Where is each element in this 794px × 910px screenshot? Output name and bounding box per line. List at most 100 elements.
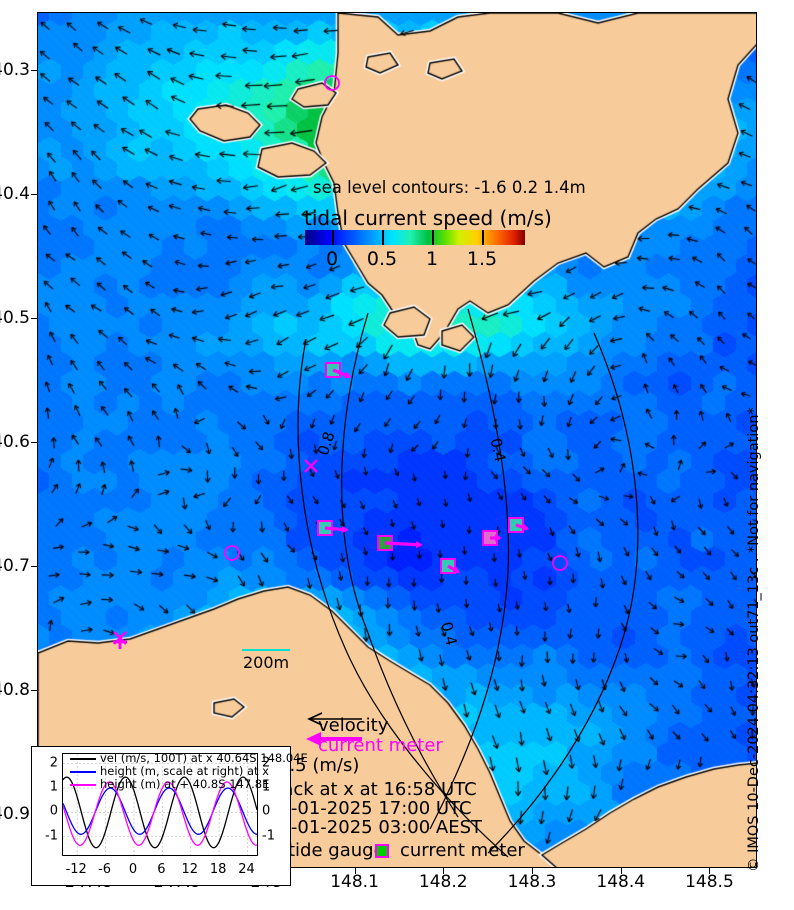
tide-timeseries-inset[interactable]: -1 -1 0 0 1 1 2 2 -12 -6 0 6 12 18 24 vel (m/s, 100T) … xyxy=(31,746,308,886)
current-meter-marker[interactable] xyxy=(317,520,349,536)
sea-level-contour-line xyxy=(297,338,509,858)
inset-series-line xyxy=(63,776,257,849)
inset-y-tick-label-right: 0 xyxy=(262,803,271,819)
current-meter-arrowhead xyxy=(521,523,530,531)
x-axis-tick-mark xyxy=(354,868,356,874)
y-axis-tick-mark xyxy=(31,69,37,71)
y-axis-tick-label: -40.9 xyxy=(0,804,30,825)
current-meter-vector-arrow xyxy=(384,541,422,547)
key-velocity-label: velocity xyxy=(318,715,389,736)
sea-level-contours-label: sea level contours: -1.6 0.2 1.4m xyxy=(313,178,586,197)
x-axis-tick-mark xyxy=(709,868,711,874)
current-meter-legend-label: current meter xyxy=(400,840,525,861)
x-axis-tick-label: 148.2 xyxy=(418,872,468,892)
x-axis-tick-mark xyxy=(443,868,445,874)
contour-value-label-group: 0.4 xyxy=(487,436,510,463)
y-axis-tick-label: -40.6 xyxy=(0,431,30,452)
inset-series-line xyxy=(63,781,257,846)
colorbar-tick-label: 0.5 xyxy=(366,248,398,270)
key-speed-scale-label: 1.5 (m/s) xyxy=(278,755,360,776)
inset-y-tick-label-left: 0 xyxy=(49,803,58,819)
x-axis-tick-label: 148.5 xyxy=(685,872,734,892)
reference-plus-marker xyxy=(113,635,127,649)
x-axis-tick-mark xyxy=(532,868,533,874)
colorbar-tick-label: 1 xyxy=(425,248,439,270)
sea-level-contour-line xyxy=(487,332,639,854)
current-meter-marker[interactable] xyxy=(377,535,423,551)
inset-x-tick-label: -6 xyxy=(98,862,112,877)
x-axis-tick-label: 148.3 xyxy=(507,872,557,892)
colorbar-tick-mark xyxy=(482,230,484,245)
current-meter-arrowhead xyxy=(343,371,352,379)
inset-legend-swatch xyxy=(70,784,96,787)
map-plot-area[interactable]: 0.8 0.4 0.4 xyxy=(37,12,757,868)
inset-legend-label: height (m, scale at right) at x xyxy=(100,764,269,778)
y-axis-tick-label: -40.7 xyxy=(0,555,30,576)
current-meter-arrowhead xyxy=(341,525,349,534)
x-axis-tick-label: 148.1 xyxy=(330,872,379,892)
colorbar-tick-mark xyxy=(432,230,434,245)
current-meter-marker[interactable] xyxy=(508,517,530,533)
inset-y-tick-label-right: 1 xyxy=(262,779,271,795)
y-axis-tick-mark xyxy=(31,317,37,319)
inset-y-tick-label-right: 2 xyxy=(262,755,271,771)
inset-y-tick-label-left: 2 xyxy=(49,755,58,771)
tide-gauge-marker[interactable] xyxy=(224,545,240,561)
y-axis-tick-label: -40.4 xyxy=(0,183,30,204)
tidal-speed-colorbar xyxy=(305,230,525,245)
colorbar-tick-mark xyxy=(382,230,384,245)
inset-legend-label: vel (m/s, 100T) at x 40.64S 148.04E xyxy=(100,751,308,765)
contour-value-label: 0.4 xyxy=(487,436,510,463)
colorbar-tick-label: 0 xyxy=(325,248,339,270)
tide-gauge-legend-label: tide gauge xyxy=(288,840,385,861)
inset-x-tick-label: 18 xyxy=(209,862,227,877)
inset-legend-swatch xyxy=(70,771,96,774)
key-current-meter-label: current meter xyxy=(318,735,443,756)
current-meter-arrowhead xyxy=(452,566,461,573)
inset-x-tick-label: 0 xyxy=(128,862,138,877)
inset-x-tick-label: 6 xyxy=(157,862,166,877)
contour-value-label-group: 0.4 xyxy=(437,620,460,648)
depth-contour-scalebar-line xyxy=(242,649,290,651)
sea-level-contour-line xyxy=(341,312,459,818)
map-vector-overlay: 0.8 0.4 0.4 xyxy=(113,75,639,858)
colorbar-tick-label: 1.5 xyxy=(466,248,498,270)
current-meter-arrowhead xyxy=(415,541,423,549)
y-axis-tick-label: -40.8 xyxy=(0,679,30,700)
y-axis-tick-mark xyxy=(31,193,37,195)
colorbar-title: tidal current speed (m/s) xyxy=(304,206,552,230)
inset-x-tick-label: -12 xyxy=(65,862,87,877)
inset-plot-area xyxy=(62,753,258,856)
slack-time-label: slack at x at 16:58 UTC xyxy=(268,779,477,800)
sea-level-contour-line xyxy=(429,308,510,830)
colorbar-tick-mark xyxy=(332,230,334,245)
tide-gauge-marker[interactable] xyxy=(324,75,340,91)
current-meter-marker[interactable] xyxy=(482,530,502,546)
inset-series-svg xyxy=(63,754,257,855)
copyright-attribution: © IMOS 10-Dec-2024 04:32:13 out71_13c . … xyxy=(746,407,762,872)
current-meter-marker[interactable] xyxy=(325,362,352,379)
inset-legend-swatch xyxy=(70,758,96,761)
aest-time-label: 05-01-2025 03:00 AEST xyxy=(268,817,483,838)
depth-contour-scalebar-label: 200m xyxy=(243,653,290,672)
contour-value-label: 0.4 xyxy=(437,620,460,648)
reference-x-marker xyxy=(304,459,318,473)
x-axis-tick-label: 148.4 xyxy=(596,872,646,892)
y-axis-tick-label: -40.3 xyxy=(0,59,30,80)
inset-x-tick-label: 12 xyxy=(181,862,199,877)
x-stroke xyxy=(304,459,318,473)
utc-time-label: 04-01-2025 17:00 UTC xyxy=(268,798,472,819)
current-meter-marker[interactable] xyxy=(440,558,461,574)
inset-y-tick-label-left: 1 xyxy=(49,779,58,795)
current-meter-arrowhead xyxy=(495,534,502,542)
current-meter-arrow-icon xyxy=(306,732,362,746)
inset-legend-label: height (m) at + 40.8S 147.8E xyxy=(100,777,270,791)
inset-x-tick-label: 24 xyxy=(238,862,255,877)
tide-gauge-marker[interactable] xyxy=(552,555,568,571)
map-raster-canvas xyxy=(38,13,756,867)
y-axis-tick-mark xyxy=(31,565,37,567)
key-arrow-glyphs xyxy=(306,712,362,746)
velocity-arrow-icon xyxy=(307,712,362,726)
y-axis-tick-mark xyxy=(31,689,37,691)
